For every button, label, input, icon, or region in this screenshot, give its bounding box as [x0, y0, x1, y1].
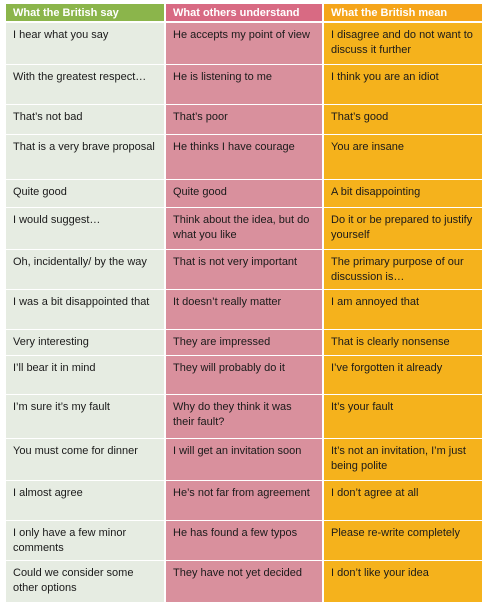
table-cell-say: I would suggest… — [6, 208, 166, 250]
table-cell-say: You must come for dinner — [6, 439, 166, 481]
table-cell-say: I’m sure it’s my fault — [6, 395, 166, 439]
table-cell-understand: He is listening to me — [166, 65, 324, 105]
table-cell-understand: It doesn’t really matter — [166, 290, 324, 330]
table-cell-understand: That is not very important — [166, 250, 324, 290]
table-cell-mean: That’s good — [324, 105, 482, 135]
table-cell-understand: Why do they think it was their fault? — [166, 395, 324, 439]
table-cell-understand: That’s poor — [166, 105, 324, 135]
table-cell-mean: You are insane — [324, 135, 482, 180]
table-cell-mean: Do it or be prepared to justify yourself — [324, 208, 482, 250]
table-cell-mean: I don’t agree at all — [324, 481, 482, 521]
table-cell-say: I almost agree — [6, 481, 166, 521]
table-cell-say: Quite good — [6, 180, 166, 208]
table-cell-mean: Please re-write completely — [324, 521, 482, 561]
table-cell-understand: He accepts my point of view — [166, 23, 324, 65]
column-header-others-understand: What others understand — [166, 4, 324, 23]
table-cell-mean: It’s not an invitation, I’m just being p… — [324, 439, 482, 481]
table-cell-understand: They have not yet decided — [166, 561, 324, 603]
table-cell-understand: Quite good — [166, 180, 324, 208]
table-cell-mean: It’s your fault — [324, 395, 482, 439]
table-cell-understand: He’s not far from agreement — [166, 481, 324, 521]
table-cell-mean: A bit disappointing — [324, 180, 482, 208]
table-cell-say: That is a very brave proposal — [6, 135, 166, 180]
table-cell-say: That’s not bad — [6, 105, 166, 135]
table-cell-understand: They will probably do it — [166, 356, 324, 395]
table-cell-say: I’ll bear it in mind — [6, 356, 166, 395]
table-cell-mean: I disagree and do not want to discuss it… — [324, 23, 482, 65]
table-cell-say: With the greatest respect… — [6, 65, 166, 105]
table-cell-understand: He has found a few typos — [166, 521, 324, 561]
table-cell-mean: That is clearly nonsense — [324, 330, 482, 356]
table-cell-mean: The primary purpose of our discussion is… — [324, 250, 482, 290]
table-cell-understand: I will get an invitation soon — [166, 439, 324, 481]
table-cell-say: I hear what you say — [6, 23, 166, 65]
table-cell-understand: Think about the idea, but do what you li… — [166, 208, 324, 250]
column-header-british-mean: What the British mean — [324, 4, 482, 23]
column-header-british-say: What the British say — [6, 4, 166, 23]
table-cell-mean: I’ve forgotten it already — [324, 356, 482, 395]
table-cell-understand: They are impressed — [166, 330, 324, 356]
table-cell-mean: I think you are an idiot — [324, 65, 482, 105]
table-cell-say: I was a bit disappointed that — [6, 290, 166, 330]
table-cell-say: Very interesting — [6, 330, 166, 356]
table-cell-mean: I don’t like your idea — [324, 561, 482, 603]
table-cell-say: Oh, incidentally/ by the way — [6, 250, 166, 290]
table-cell-mean: I am annoyed that — [324, 290, 482, 330]
phrase-table: What the British say What others underst… — [6, 4, 482, 603]
table-cell-say: Could we consider some other options — [6, 561, 166, 603]
table-cell-understand: He thinks I have courage — [166, 135, 324, 180]
table-cell-say: I only have a few minor comments — [6, 521, 166, 561]
